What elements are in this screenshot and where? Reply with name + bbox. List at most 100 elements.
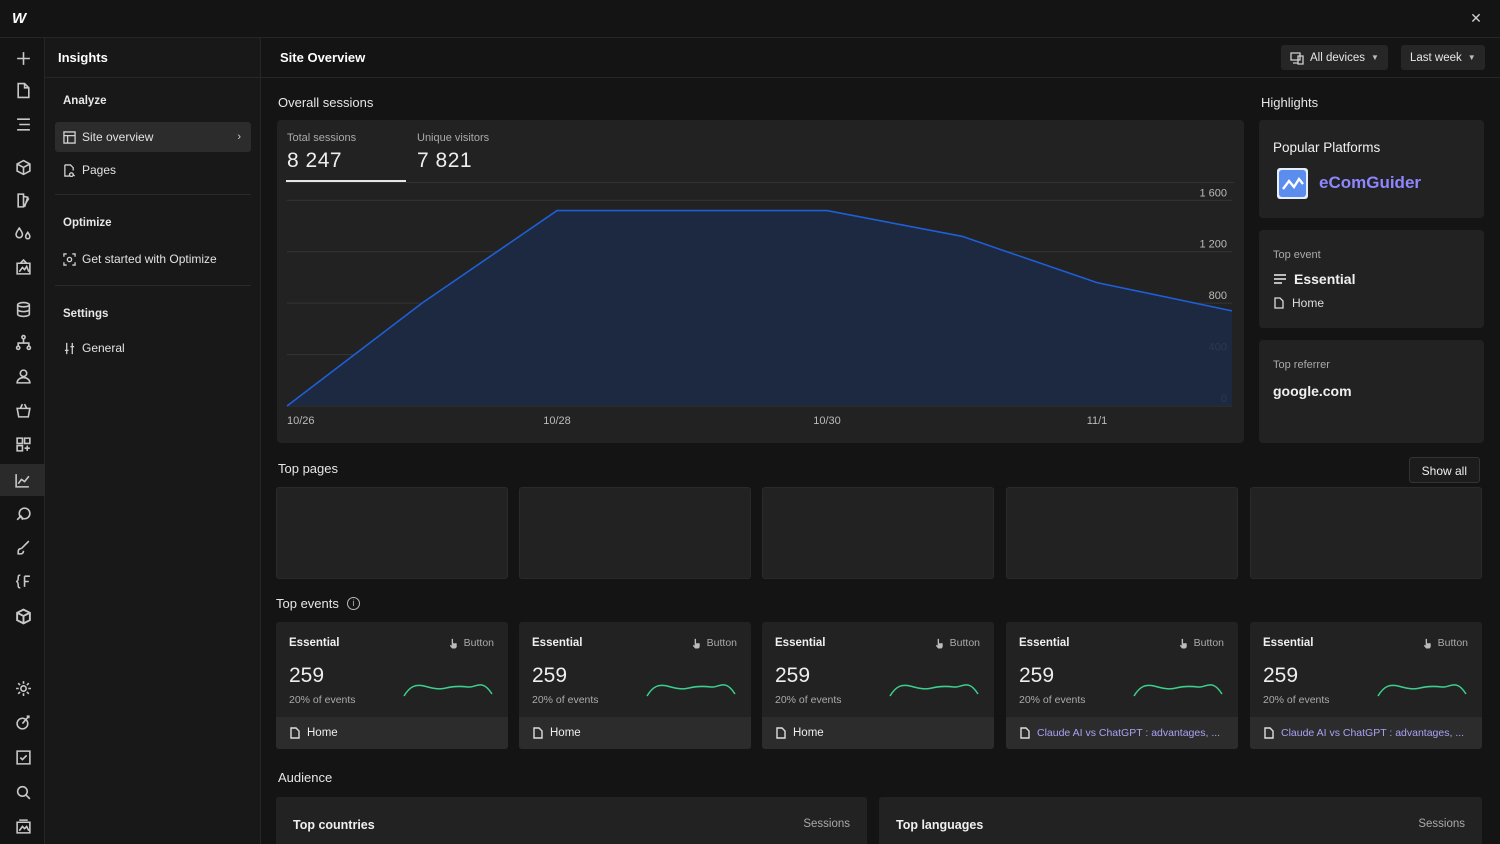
top-event-page: Home	[1292, 296, 1325, 310]
top-event-card[interactable]: Essential Button 259 20% of events Home	[519, 622, 751, 749]
apps-icon[interactable]	[12, 433, 34, 455]
code-icon[interactable]	[12, 570, 34, 592]
event-title: Essential	[775, 637, 826, 649]
media-icon[interactable]	[12, 815, 34, 837]
top-event-card[interactable]: Essential Button 259 20% of events Claude AI…	[1006, 622, 1238, 749]
event-sparkline	[403, 684, 493, 697]
event-page-name: Claude AI vs ChatGPT : advantages, ...	[1037, 727, 1221, 739]
sidebar-item-site-overview[interactable]: Site overview ›	[55, 122, 251, 152]
platform-name[interactable]: eComGuider	[1319, 173, 1422, 192]
event-title: Essential	[532, 637, 583, 649]
top-page-card[interactable]	[1250, 487, 1482, 579]
event-page-name: Claude AI vs ChatGPT : advantages, ...	[1281, 727, 1465, 739]
audit-icon[interactable]	[12, 711, 34, 733]
event-page-row[interactable]: Claude AI vs ChatGPT : advantages, ...	[1006, 717, 1238, 749]
components-icon[interactable]	[12, 156, 34, 178]
top-referrer-label: Top referrer	[1273, 359, 1330, 371]
y-tick-label: 1 600	[1199, 187, 1227, 199]
audience-heading: Audience	[278, 770, 333, 785]
device-filter-dropdown[interactable]: All devices ▼	[1281, 45, 1388, 70]
event-page-row[interactable]: Claude AI vs ChatGPT : advantages, ...	[1250, 717, 1482, 749]
event-type-label: Button	[463, 637, 494, 649]
page-icon	[1264, 727, 1274, 739]
variables-icon[interactable]	[12, 223, 34, 245]
users-icon[interactable]	[12, 365, 34, 387]
event-count: 259	[775, 664, 811, 687]
sidebar-item-label: General	[82, 341, 125, 355]
sidebar-item-get-started-optimize[interactable]: Get started with Optimize	[55, 244, 251, 274]
sidebar-item-general[interactable]: General	[55, 333, 251, 363]
stat-label: Unique visitors	[417, 132, 490, 144]
pointer-icon	[449, 638, 457, 649]
section-analyze: Analyze	[63, 95, 107, 107]
unique-visitors-stat[interactable]: Unique visitors 7 821	[417, 132, 489, 173]
event-page-row[interactable]: Home	[276, 717, 508, 749]
y-tick-label: 1 200	[1199, 239, 1227, 251]
search-icon[interactable]	[12, 781, 34, 803]
sessions-column-header: Sessions	[803, 818, 850, 830]
navigator-icon[interactable]	[12, 113, 34, 135]
main-content: Site Overview All devices ▼ Last week ▼ …	[261, 38, 1500, 844]
top-page-card[interactable]	[519, 487, 751, 579]
stat-value: 8 247	[287, 149, 343, 172]
page-icon	[776, 727, 786, 739]
pointer-icon	[1179, 638, 1187, 649]
checklist-icon[interactable]	[12, 746, 34, 768]
webflow-logo[interactable]: W	[12, 10, 26, 27]
cms-icon[interactable]	[12, 298, 34, 320]
date-filter-dropdown[interactable]: Last week ▼	[1401, 45, 1485, 70]
event-sparkline	[1133, 684, 1223, 697]
main-header: Site Overview All devices ▼ Last week ▼	[261, 38, 1500, 78]
top-event-label: Top event	[1273, 249, 1321, 261]
page-icon[interactable]	[12, 79, 34, 101]
section-optimize: Optimize	[63, 217, 112, 229]
ecommerce-icon[interactable]	[12, 399, 34, 421]
brush-icon[interactable]	[12, 536, 34, 558]
top-events-heading: Top events	[276, 596, 339, 611]
settings-icon[interactable]	[12, 677, 34, 699]
plus-icon[interactable]	[12, 47, 34, 69]
page-search-icon	[64, 163, 76, 177]
event-percentage: 20% of events	[1263, 694, 1330, 706]
event-percentage: 20% of events	[532, 694, 599, 706]
top-referrer-card: Top referrer google.com	[1259, 340, 1484, 443]
insights-icon[interactable]	[0, 464, 45, 496]
chart-divider	[286, 182, 1234, 183]
event-count: 259	[1263, 664, 1299, 687]
event-page-row[interactable]: Home	[519, 717, 751, 749]
top-event-card[interactable]: Essential Button 259 20% of events Home	[276, 622, 508, 749]
page-icon	[290, 727, 300, 739]
top-page-card[interactable]	[276, 487, 508, 579]
sessions-series-line	[286, 209, 1233, 407]
event-percentage: 20% of events	[775, 694, 842, 706]
overall-sessions-heading: Overall sessions	[278, 95, 374, 110]
active-stat-indicator	[286, 180, 406, 182]
event-count: 259	[289, 664, 325, 687]
event-page-name: Home	[307, 727, 338, 739]
top-event-card[interactable]: Essential Button 259 20% of events Home	[762, 622, 994, 749]
top-page-card[interactable]	[1006, 487, 1238, 579]
logic-icon[interactable]	[12, 331, 34, 353]
popular-platforms-title: Popular Platforms	[1273, 140, 1381, 155]
event-page-row[interactable]: Home	[762, 717, 994, 749]
close-icon[interactable]: ✕	[1470, 10, 1482, 26]
total-sessions-stat[interactable]: Total sessions 8 247	[287, 132, 356, 173]
info-icon[interactable]: i	[346, 597, 360, 610]
assets-icon[interactable]	[12, 256, 34, 278]
sidebar-item-pages[interactable]: Pages	[55, 155, 251, 185]
show-all-button[interactable]: Show all	[1408, 457, 1480, 483]
styles-icon[interactable]	[12, 189, 34, 211]
top-event-row: Essential	[1273, 271, 1355, 287]
top-page-card[interactable]	[762, 487, 994, 579]
package-icon[interactable]	[12, 605, 34, 627]
top-events-heading-row: Top events i	[276, 596, 360, 611]
top-event-card[interactable]: Essential Button 259 20% of events Claude AI…	[1250, 622, 1482, 749]
sidebar-item-label: Site overview	[82, 130, 154, 144]
x-tick-label: 11/1	[1087, 415, 1108, 427]
top-event-page-row: Home	[1273, 296, 1324, 310]
sessions-area-fill	[287, 210, 1232, 406]
chevron-down-icon: ▼	[1467, 53, 1476, 62]
date-filter-label: Last week	[1410, 51, 1462, 64]
localization-icon[interactable]	[12, 503, 34, 525]
